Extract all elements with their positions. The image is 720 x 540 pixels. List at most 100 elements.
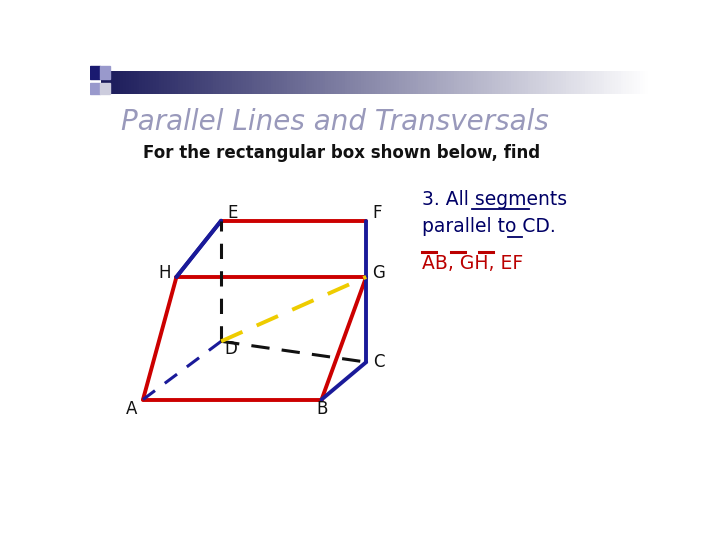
Bar <box>172 71 176 94</box>
Bar <box>426 71 430 94</box>
Bar <box>323 71 326 94</box>
Bar <box>142 71 145 94</box>
Bar <box>418 71 422 94</box>
Bar <box>107 71 110 94</box>
Bar <box>249 71 252 94</box>
Bar <box>233 71 235 94</box>
Bar <box>109 71 112 94</box>
Bar <box>421 71 424 94</box>
Bar <box>369 71 372 94</box>
Text: parallel to CD.: parallel to CD. <box>422 217 556 235</box>
Bar <box>199 71 203 94</box>
Bar <box>194 71 197 94</box>
Bar <box>435 71 438 94</box>
Bar <box>385 71 389 94</box>
Bar <box>569 71 572 94</box>
Bar <box>443 71 446 94</box>
Bar <box>117 71 121 94</box>
Bar <box>522 71 526 94</box>
Bar <box>158 71 162 94</box>
Bar <box>473 71 477 94</box>
Bar <box>626 71 629 94</box>
Bar <box>459 71 463 94</box>
Bar <box>549 71 553 94</box>
Bar <box>438 71 441 94</box>
Bar <box>546 71 550 94</box>
Bar <box>621 71 624 94</box>
Bar <box>254 71 258 94</box>
Bar <box>131 71 135 94</box>
Bar <box>181 71 184 94</box>
Bar <box>205 71 208 94</box>
Bar <box>500 71 504 94</box>
Bar <box>634 71 638 94</box>
Bar <box>415 71 419 94</box>
Bar <box>356 71 359 94</box>
Bar <box>290 71 293 94</box>
Bar <box>235 71 238 94</box>
Bar <box>120 71 124 94</box>
Bar <box>150 71 153 94</box>
Bar <box>342 71 345 94</box>
Bar <box>402 71 405 94</box>
Bar <box>615 71 618 94</box>
Bar <box>408 71 410 94</box>
Bar <box>295 71 299 94</box>
Bar <box>140 71 143 94</box>
Bar <box>574 71 577 94</box>
Bar <box>213 71 217 94</box>
Bar <box>137 71 140 94</box>
Bar <box>607 71 611 94</box>
Bar <box>484 71 487 94</box>
Bar <box>645 71 649 94</box>
Bar <box>629 71 632 94</box>
Bar <box>555 71 558 94</box>
Bar <box>265 71 269 94</box>
Bar <box>366 71 369 94</box>
Bar <box>268 71 271 94</box>
Text: 3. All segments: 3. All segments <box>422 190 567 208</box>
Bar <box>175 71 179 94</box>
Bar <box>640 71 643 94</box>
Bar <box>134 71 138 94</box>
Bar <box>104 71 107 94</box>
Text: H: H <box>158 264 171 282</box>
Bar <box>508 71 512 94</box>
Bar <box>240 71 244 94</box>
Bar <box>153 71 156 94</box>
Bar <box>511 71 515 94</box>
Bar <box>287 71 290 94</box>
Bar <box>467 71 471 94</box>
Bar <box>572 71 575 94</box>
Bar <box>528 71 531 94</box>
Bar <box>202 71 206 94</box>
Bar <box>624 71 626 94</box>
Bar <box>432 71 436 94</box>
Bar <box>405 71 408 94</box>
Bar <box>336 71 340 94</box>
Bar <box>227 71 230 94</box>
Bar <box>413 71 416 94</box>
Bar <box>481 71 485 94</box>
Bar <box>186 71 189 94</box>
Bar <box>462 71 465 94</box>
Bar <box>230 71 233 94</box>
Bar <box>479 71 482 94</box>
Bar <box>506 71 509 94</box>
Bar <box>631 71 635 94</box>
Bar <box>383 71 386 94</box>
Bar <box>123 71 126 94</box>
Bar <box>90 83 100 94</box>
Bar <box>487 71 490 94</box>
Bar <box>192 71 194 94</box>
Bar <box>541 71 544 94</box>
Text: C: C <box>373 353 384 371</box>
Bar <box>599 71 602 94</box>
Bar <box>618 71 621 94</box>
Bar <box>189 71 192 94</box>
Bar <box>183 71 186 94</box>
Bar <box>276 71 279 94</box>
Bar <box>318 71 320 94</box>
Bar <box>350 71 354 94</box>
Bar <box>580 71 583 94</box>
